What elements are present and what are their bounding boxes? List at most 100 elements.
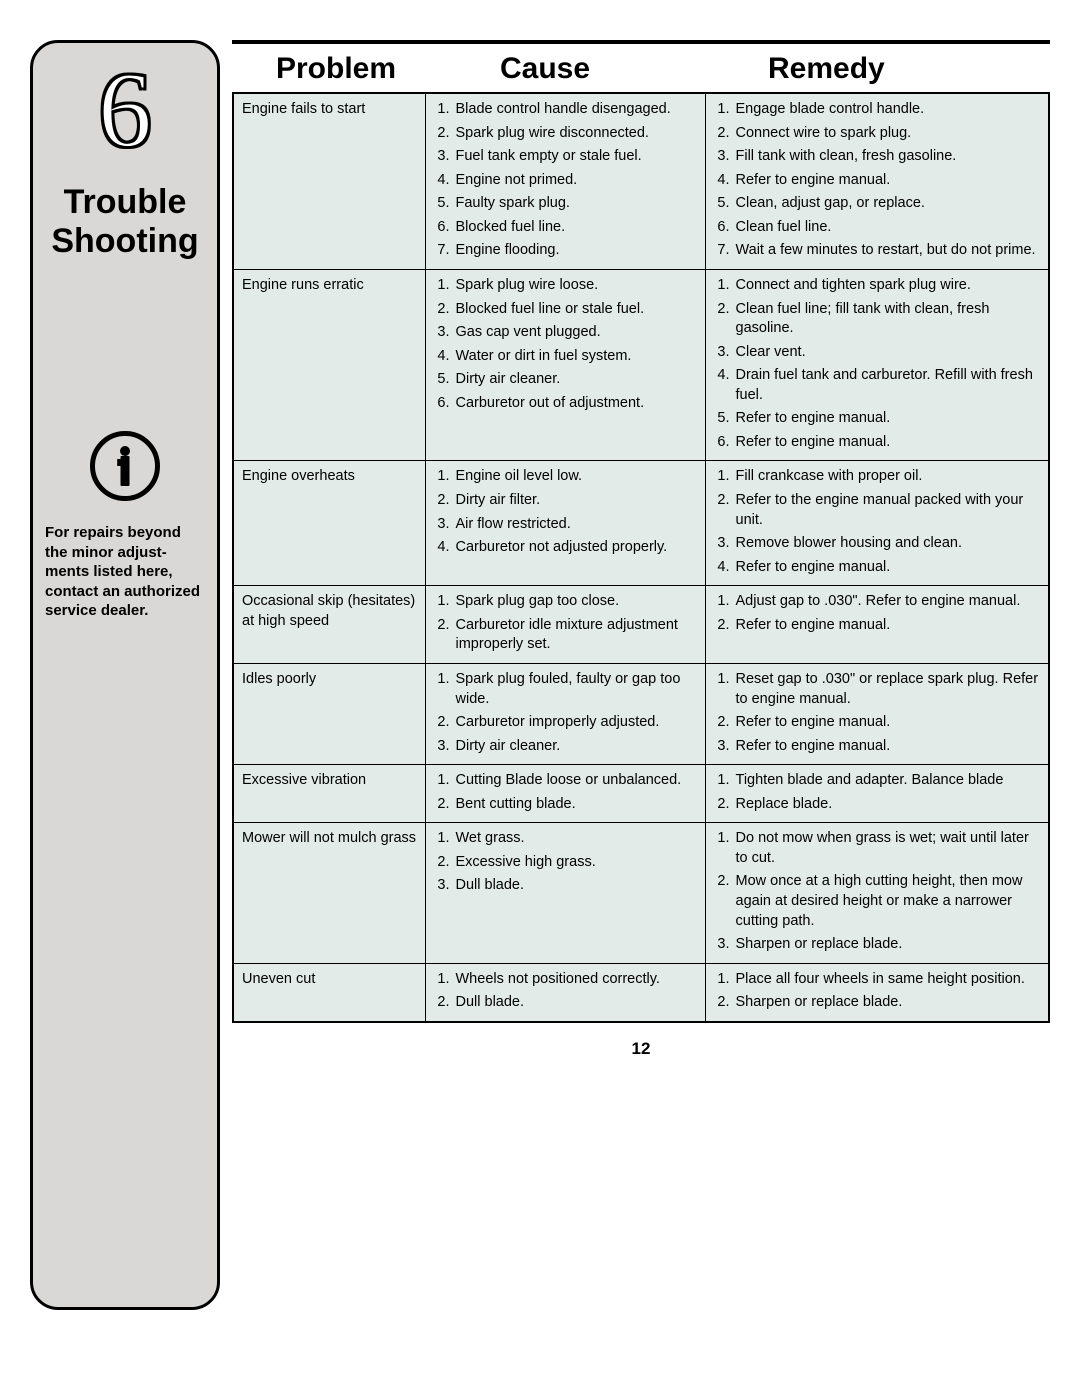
remedy-cell: Engage blade control handle.Connect wire… — [705, 93, 1049, 269]
remedy-item: Clean, adjust gap, or replace. — [734, 194, 1041, 214]
remedy-item: Fill tank with clean, fresh gasoline. — [734, 147, 1041, 167]
remedy-item: Sharpen or replace blade. — [734, 935, 1041, 955]
chapter-number: 6 — [43, 57, 207, 165]
remedy-item: Connect wire to spark plug. — [734, 124, 1041, 144]
cause-item: Spark plug wire disconnected. — [454, 124, 697, 144]
cause-cell: Engine oil level low. Dirty air filter. Ai… — [425, 461, 705, 586]
cause-item: Engine not primed. — [454, 171, 697, 191]
header-problem: Problem — [232, 52, 464, 86]
remedy-item: Fill crankcase with proper oil. — [734, 467, 1041, 487]
cause-item: Faulty spark plug. — [454, 194, 697, 214]
remedy-cell: Fill crankcase with proper oil. Refer to … — [705, 461, 1049, 586]
problem-cell: Uneven cut — [233, 963, 425, 1022]
remedy-item: Clear vent. — [734, 343, 1041, 363]
header-remedy: Remedy — [724, 52, 1050, 86]
remedy-item: Clean fuel line; fill tank with clean, f… — [734, 300, 1041, 339]
chapter-title: Trouble Shooting — [43, 183, 207, 261]
remedy-item: Place all four wheels in same height pos… — [734, 970, 1041, 990]
cause-item: Fuel tank empty or stale fuel. — [454, 147, 697, 167]
remedy-item: Refer to the engine manual packed with y… — [734, 491, 1041, 530]
cause-item: Engine flooding. — [454, 241, 697, 261]
cause-item: Blade control handle disengaged. — [454, 100, 697, 120]
cause-item: Bent cutting blade. — [454, 795, 697, 815]
table-row: Engine fails to startBlade control handl… — [233, 93, 1049, 269]
table-row: Mower will not mulch grass Wet grass. Exce… — [233, 823, 1049, 963]
cause-item: Cutting Blade loose or unbalanced. — [454, 771, 697, 791]
cause-item: Air flow restricted. — [454, 515, 697, 535]
remedy-cell: Reset gap to .030" or replace spark plug… — [705, 663, 1049, 764]
remedy-item: Refer to engine manual. — [734, 737, 1041, 757]
remedy-item: Do not mow when grass is wet; wait until… — [734, 829, 1041, 868]
cause-item: Dirty air cleaner. — [454, 370, 697, 390]
remedy-cell: Adjust gap to .030". Refer to engine man… — [705, 586, 1049, 664]
cause-item: Blocked fuel line. — [454, 218, 697, 238]
cause-cell: Wheels not positioned correctly. Dull bla… — [425, 963, 705, 1022]
table-row: Engine overheats Engine oil level low. Dir… — [233, 461, 1049, 586]
cause-item: Wet grass. — [454, 829, 697, 849]
page: 6 Trouble Shooting For repairs beyond th… — [0, 0, 1080, 1397]
remedy-item: Sharpen or replace blade. — [734, 993, 1041, 1013]
main-content: Problem Cause Remedy Engine fails to sta… — [232, 40, 1050, 1059]
chapter-title-line2: Shooting — [51, 222, 198, 260]
cause-item: Blocked fuel line or stale fuel. — [454, 300, 697, 320]
table-row: Excessive vibrationCutting Blade loose o… — [233, 765, 1049, 823]
cause-item: Spark plug gap too close. — [454, 592, 697, 612]
cause-cell: Cutting Blade loose or unbalanced. Bent c… — [425, 765, 705, 823]
cause-item: Excessive high grass. — [454, 853, 697, 873]
cause-item: Gas cap vent plugged. — [454, 323, 697, 343]
problem-cell: Excessive vibration — [233, 765, 425, 823]
remedy-cell: Tighten blade and adapter. Balance blade… — [705, 765, 1049, 823]
cause-item: Water or dirt in fuel system. — [454, 347, 697, 367]
dealer-note: For repairs beyond the minor adjust­ment… — [43, 523, 207, 621]
cause-cell: Wet grass. Excessive high grass. Dull blad… — [425, 823, 705, 963]
info-icon — [90, 431, 160, 501]
remedy-item: Refer to engine manual. — [734, 558, 1041, 578]
table-row: Uneven cutWheels not positioned correctl… — [233, 963, 1049, 1022]
cause-item: Carburetor idle mixture adjustment impro… — [454, 616, 697, 655]
cause-item: Dirty air cleaner. — [454, 737, 697, 757]
table-row: Occasional skip (hesitates) at high spee… — [233, 586, 1049, 664]
remedy-item: Refer to engine manual. — [734, 713, 1041, 733]
remedy-cell: Connect and tighten spark plug wire.Clea… — [705, 269, 1049, 461]
remedy-item: Refer to engine manual. — [734, 616, 1041, 636]
top-rule — [232, 40, 1050, 44]
remedy-item: Replace blade. — [734, 795, 1041, 815]
remedy-item: Adjust gap to .030". Refer to engine man… — [734, 592, 1041, 612]
remedy-item: Refer to engine manual. — [734, 409, 1041, 429]
table-row: Idles poorly Spark plug fouled, faulty or… — [233, 663, 1049, 764]
cause-cell: Blade control handle disengaged. Spark pl… — [425, 93, 705, 269]
cause-item: Carburetor out of adjustment. — [454, 394, 697, 414]
cause-item: Spark plug fouled, faulty or gap too wid… — [454, 670, 697, 709]
problem-cell: Engine runs erratic — [233, 269, 425, 461]
column-headers: Problem Cause Remedy — [232, 52, 1050, 86]
cause-item: Spark plug wire loose. — [454, 276, 697, 296]
problem-cell: Occasional skip (hesitates) at high spee… — [233, 586, 425, 664]
remedy-item: Drain fuel tank and carburetor. Refill w… — [734, 366, 1041, 405]
remedy-item: Refer to engine manual. — [734, 171, 1041, 191]
table-row: Engine runs erraticSpark plug wire loose… — [233, 269, 1049, 461]
layout: 6 Trouble Shooting For repairs beyond th… — [30, 40, 1050, 1310]
header-cause: Cause — [464, 52, 724, 86]
cause-item: Engine oil level low. — [454, 467, 697, 487]
remedy-item: Tighten blade and adapter. Balance blade — [734, 771, 1041, 791]
cause-item: Dull blade. — [454, 993, 697, 1013]
cause-cell: Spark plug fouled, faulty or gap too wid… — [425, 663, 705, 764]
cause-cell: Spark plug wire loose. Blocked fuel line … — [425, 269, 705, 461]
problem-cell: Idles poorly — [233, 663, 425, 764]
remedy-item: Wait a few minutes to restart, but do no… — [734, 241, 1041, 261]
troubleshooting-table: Engine fails to startBlade control handl… — [232, 92, 1050, 1023]
remedy-cell: Place all four wheels in same height pos… — [705, 963, 1049, 1022]
sidebar: 6 Trouble Shooting For repairs beyond th… — [30, 40, 220, 1310]
problem-cell: Engine overheats — [233, 461, 425, 586]
cause-item: Carburetor not adjusted properly. — [454, 538, 697, 558]
problem-cell: Mower will not mulch grass — [233, 823, 425, 963]
cause-item: Wheels not positioned correctly. — [454, 970, 697, 990]
remedy-item: Reset gap to .030" or replace spark plug… — [734, 670, 1041, 709]
remedy-item: Refer to engine manual. — [734, 433, 1041, 453]
page-number: 12 — [232, 1039, 1050, 1059]
chapter-title-line1: Trouble — [64, 183, 187, 221]
problem-cell: Engine fails to start — [233, 93, 425, 269]
cause-item: Dull blade. — [454, 876, 697, 896]
remedy-cell: Do not mow when grass is wet; wait until… — [705, 823, 1049, 963]
cause-item: Dirty air filter. — [454, 491, 697, 511]
